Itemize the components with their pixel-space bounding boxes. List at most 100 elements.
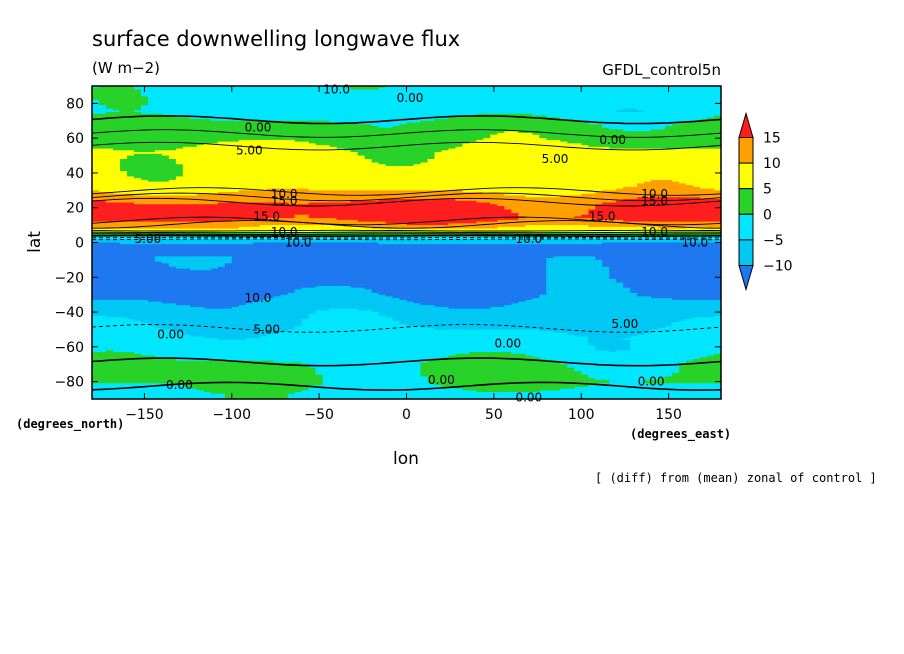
field-cell xyxy=(133,120,142,124)
field-cell xyxy=(546,136,554,139)
field-cell xyxy=(364,92,373,96)
field-cell xyxy=(385,94,394,98)
field-cell xyxy=(630,103,638,106)
field-cell xyxy=(427,94,436,98)
field-cell xyxy=(112,89,121,92)
field-cell xyxy=(406,134,415,138)
field-cell xyxy=(133,99,142,103)
field-cell xyxy=(231,125,240,129)
field-cell xyxy=(175,131,184,134)
field-cell xyxy=(357,98,366,101)
field-cell xyxy=(511,127,519,131)
field-cell xyxy=(434,117,443,120)
field-cell xyxy=(546,103,554,106)
field-cell xyxy=(385,106,394,110)
field-cell xyxy=(441,125,450,129)
field-cell xyxy=(553,120,561,124)
field-cell xyxy=(427,125,436,129)
field-cell xyxy=(651,125,659,129)
field-cell xyxy=(588,136,596,139)
field-cell xyxy=(357,110,366,113)
field-cell xyxy=(686,92,694,96)
field-cell xyxy=(350,98,359,101)
field-cell xyxy=(616,127,624,131)
field-cell xyxy=(357,87,366,91)
field-cell xyxy=(651,99,659,103)
field-cell xyxy=(483,103,491,106)
field-cell xyxy=(560,136,568,139)
field-cell xyxy=(483,131,491,134)
field-cell xyxy=(560,101,568,104)
field-cell xyxy=(518,101,526,104)
field-cell xyxy=(637,96,645,99)
field-cell xyxy=(497,132,505,136)
field-cell xyxy=(217,94,226,98)
field-cell xyxy=(476,120,484,124)
field-cell xyxy=(210,122,219,125)
field-cell xyxy=(511,132,519,136)
field-cell xyxy=(406,92,415,96)
field-cell xyxy=(588,122,596,125)
field-cell xyxy=(154,120,163,124)
field-cell xyxy=(497,131,505,134)
field-cell xyxy=(350,105,359,108)
field-cell xyxy=(546,86,554,89)
field-cell xyxy=(413,125,422,129)
field-cell xyxy=(595,86,603,89)
field-cell xyxy=(420,94,429,98)
field-cell xyxy=(133,131,142,134)
field-cell xyxy=(315,105,324,108)
field-cell xyxy=(658,127,666,131)
field-cell xyxy=(532,105,540,108)
field-cell xyxy=(168,106,177,110)
field-cell xyxy=(350,103,359,106)
field-cell xyxy=(287,86,296,89)
field-cell xyxy=(105,115,114,118)
field-cell xyxy=(280,136,289,139)
field-cell xyxy=(490,129,498,132)
field-cell xyxy=(280,98,289,101)
field-cell xyxy=(700,117,708,120)
field-cell xyxy=(98,110,107,113)
field-cell xyxy=(175,99,184,103)
field-cell xyxy=(672,94,680,98)
field-cell xyxy=(329,120,338,124)
field-cell xyxy=(287,108,296,111)
field-cell xyxy=(357,86,366,89)
field-cell xyxy=(161,124,170,127)
field-cell xyxy=(406,96,415,99)
field-cell xyxy=(154,129,163,132)
field-cell xyxy=(469,129,477,132)
field-cell xyxy=(287,117,296,120)
field-cell xyxy=(532,92,540,96)
field-cell xyxy=(476,101,484,104)
field-cell xyxy=(651,98,659,101)
field-cell xyxy=(651,127,659,131)
field-cell xyxy=(357,108,366,111)
field-cell xyxy=(637,94,645,98)
field-cell xyxy=(231,132,240,136)
field-cell xyxy=(483,113,491,117)
field-cell xyxy=(532,113,540,117)
field-cell xyxy=(238,127,247,131)
field-cell xyxy=(224,101,233,104)
field-cell xyxy=(679,124,687,127)
field-cell xyxy=(133,122,142,125)
field-cell xyxy=(119,120,128,124)
field-cell xyxy=(574,115,582,118)
field-cell xyxy=(532,103,540,106)
field-cell xyxy=(714,91,721,94)
field-cell xyxy=(434,119,443,122)
field-cell xyxy=(175,134,184,138)
field-cell xyxy=(707,138,715,141)
field-cell xyxy=(574,101,582,104)
field-cell xyxy=(574,120,582,124)
field-cell xyxy=(476,119,484,122)
field-cell xyxy=(322,112,331,115)
field-cell xyxy=(357,91,366,94)
field-cell xyxy=(154,105,163,108)
field-cell xyxy=(252,138,261,141)
field-cell xyxy=(273,105,282,108)
field-cell xyxy=(98,101,107,104)
field-cell xyxy=(609,94,617,98)
